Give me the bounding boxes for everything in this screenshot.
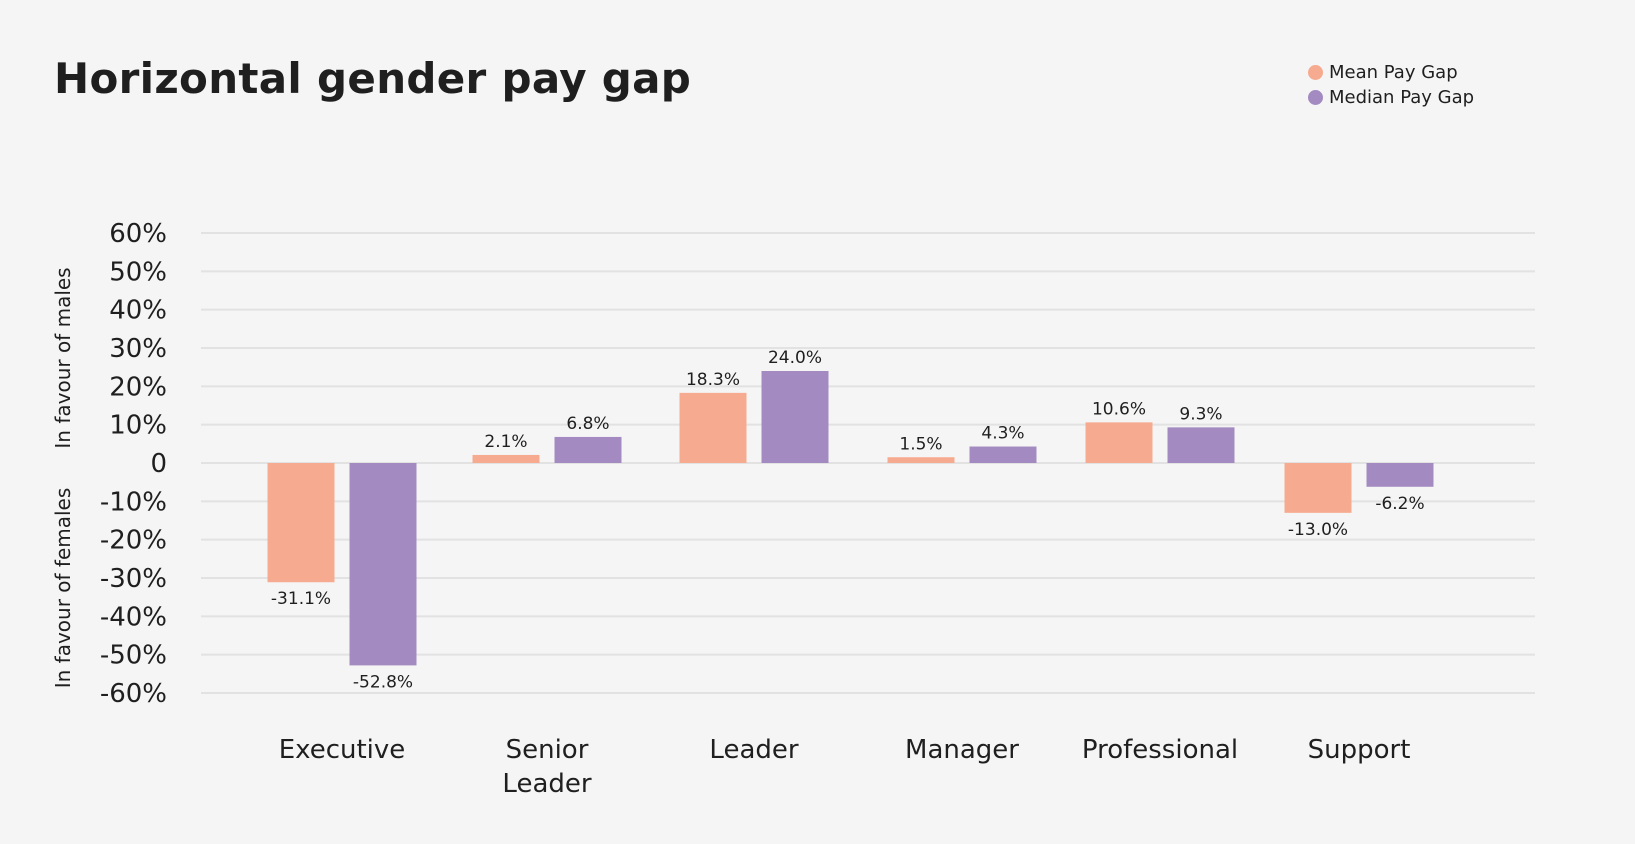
bar-mean <box>1284 463 1352 513</box>
bar-mean <box>267 463 335 583</box>
y-tick-label: -10% <box>100 487 167 517</box>
x-tick-label: Senior <box>506 735 589 765</box>
x-tick-label: Support <box>1308 735 1411 765</box>
data-label: 1.5% <box>899 434 942 454</box>
bar-median <box>761 371 829 463</box>
legend-item-mean: Mean Pay Gap <box>1308 60 1474 85</box>
y-tick-label: 40% <box>109 296 167 326</box>
data-label: -52.8% <box>353 672 413 692</box>
data-label: 10.6% <box>1092 399 1146 419</box>
data-label: 2.1% <box>484 432 527 452</box>
legend-label-mean: Mean Pay Gap <box>1329 62 1458 83</box>
y-tick-label: 60% <box>109 219 167 249</box>
y-tick-label: 50% <box>109 257 167 287</box>
x-tick-label: Executive <box>279 735 406 765</box>
data-label: 4.3% <box>981 424 1024 444</box>
data-label: -31.1% <box>271 589 331 609</box>
data-label: 6.8% <box>566 414 609 434</box>
y-tick-label: -30% <box>100 564 167 594</box>
bar-median <box>349 463 417 666</box>
bar-mean <box>679 392 747 463</box>
y-tick-label: 10% <box>109 411 167 441</box>
legend: Mean Pay Gap Median Pay Gap <box>1308 60 1474 110</box>
data-label: 18.3% <box>686 370 740 390</box>
legend-dot-median <box>1308 90 1323 105</box>
data-label: -13.0% <box>1288 520 1348 540</box>
data-label: 9.3% <box>1179 404 1222 424</box>
y-tick-label: 30% <box>109 334 167 364</box>
data-label: -6.2% <box>1375 494 1424 514</box>
legend-label-median: Median Pay Gap <box>1329 87 1475 108</box>
chart-title: Horizontal gender pay gap <box>54 54 692 103</box>
bar-median <box>1366 463 1434 487</box>
y-tick-label: -50% <box>100 641 167 671</box>
y-tick-label: -40% <box>100 602 167 632</box>
x-tick-label: Professional <box>1082 735 1238 765</box>
data-label: 24.0% <box>768 348 822 368</box>
legend-dot-mean <box>1308 65 1323 80</box>
y-axis-label-females: In favour of females <box>51 488 75 689</box>
y-tick-label: -20% <box>100 526 167 556</box>
bar-median <box>554 436 622 463</box>
y-tick-label: 20% <box>109 372 167 402</box>
x-tick-label: Leader <box>709 735 798 765</box>
bar-median <box>969 446 1037 463</box>
bar-mean <box>472 454 540 463</box>
y-axis-label-males: In favour of males <box>51 267 75 448</box>
x-tick-label: Leader <box>502 769 591 799</box>
bar-mean <box>1085 422 1153 463</box>
y-tick-label: -60% <box>100 679 167 709</box>
bar-mean <box>887 457 955 463</box>
x-tick-label: Manager <box>905 735 1019 765</box>
y-tick-label: 0 <box>150 449 167 479</box>
legend-item-median: Median Pay Gap <box>1308 85 1474 110</box>
bar-median <box>1167 427 1235 463</box>
